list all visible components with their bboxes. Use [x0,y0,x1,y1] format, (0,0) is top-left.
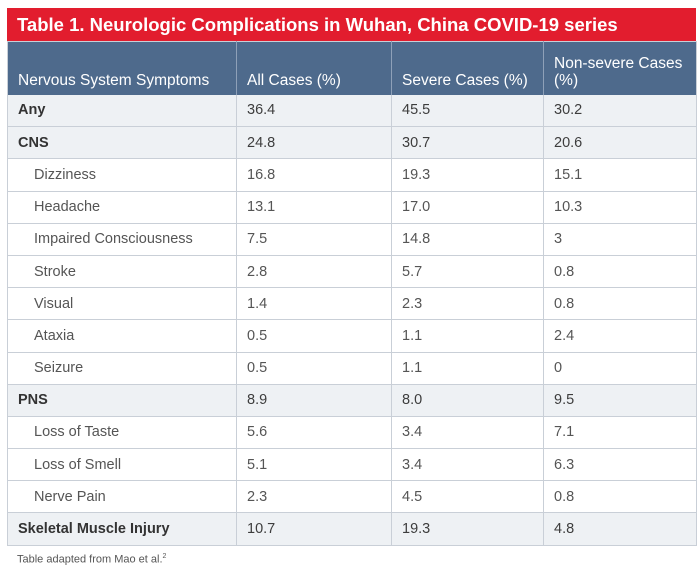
cell-nonsevere-cases: 30.2 [543,94,697,128]
cell-all-cases: 7.5 [236,223,392,256]
table-row: Ataxia 0.5 1.1 2.4 [7,319,697,353]
table-row-group: Any 36.4 45.5 30.2 [7,94,697,128]
cell-severe-cases: 14.8 [391,223,544,256]
cell-nonsevere-cases: 10.3 [543,191,697,224]
cell-nonsevere-cases: 15.1 [543,158,697,192]
cell-all-cases: 10.7 [236,512,392,546]
table-row: Nerve Pain 2.3 4.5 0.8 [7,480,697,514]
table-row-group: PNS 8.9 8.0 9.5 [7,384,697,417]
cell-severe-cases: 30.7 [391,126,544,160]
cell-severe-cases: 45.5 [391,94,544,128]
cell-nonsevere-cases: 9.5 [543,384,697,417]
cell-nonsevere-cases: 0.8 [543,287,697,321]
table-title: Table 1. Neurologic Complications in Wuh… [7,8,696,41]
cell-all-cases: 24.8 [236,126,392,160]
cell-severe-cases: 1.1 [391,352,544,385]
cell-nonsevere-cases: 0.8 [543,480,697,514]
cell-symptom: Loss of Smell [7,448,237,482]
header-nonsevere-cases: Non-severe Cases (%) [543,41,697,95]
header-row: Nervous System Symptoms All Cases (%) Se… [7,41,697,95]
cell-all-cases: 13.1 [236,191,392,224]
cell-all-cases: 5.6 [236,416,392,450]
table-row: Dizziness 16.8 19.3 15.1 [7,158,697,192]
header-severe-cases: Severe Cases (%) [391,41,544,95]
cell-severe-cases: 19.3 [391,512,544,546]
cell-symptom: Headache [7,191,237,224]
cell-all-cases: 1.4 [236,287,392,321]
cell-severe-cases: 5.7 [391,255,544,289]
cell-symptom: PNS [7,384,237,417]
cell-nonsevere-cases: 7.1 [543,416,697,450]
cell-all-cases: 8.9 [236,384,392,417]
cell-severe-cases: 2.3 [391,287,544,321]
table-row: Seizure 0.5 1.1 0 [7,352,697,385]
footnote: Table adapted from Mao et al.2 [17,553,166,566]
cell-all-cases: 2.8 [236,255,392,289]
cell-all-cases: 5.1 [236,448,392,482]
cell-all-cases: 0.5 [236,352,392,385]
cell-severe-cases: 3.4 [391,416,544,450]
cell-nonsevere-cases: 0.8 [543,255,697,289]
table-row-group: CNS 24.8 30.7 20.6 [7,126,697,160]
cell-symptom: Seizure [7,352,237,385]
table-row-group: Skeletal Muscle Injury 10.7 19.3 4.8 [7,512,697,546]
cell-severe-cases: 19.3 [391,158,544,192]
cell-nonsevere-cases: 0 [543,352,697,385]
cell-symptom: Impaired Consciousness [7,223,237,256]
cell-symptom: Stroke [7,255,237,289]
cell-severe-cases: 1.1 [391,319,544,353]
table-row: Loss of Smell 5.1 3.4 6.3 [7,448,697,482]
cell-nonsevere-cases: 3 [543,223,697,256]
table-row: Loss of Taste 5.6 3.4 7.1 [7,416,697,450]
table-row: Visual 1.4 2.3 0.8 [7,287,697,321]
table-header: Nervous System Symptoms All Cases (%) Se… [7,41,697,95]
cell-symptom: Ataxia [7,319,237,353]
cell-symptom: Dizziness [7,158,237,192]
table-row: Stroke 2.8 5.7 0.8 [7,255,697,289]
cell-symptom: Skeletal Muscle Injury [7,512,237,546]
complications-table: Nervous System Symptoms All Cases (%) Se… [7,41,697,546]
cell-symptom: Any [7,94,237,128]
cell-symptom: Loss of Taste [7,416,237,450]
table-body: Any 36.4 45.5 30.2 CNS 24.8 30.7 20.6 Dizziness 1… [7,94,697,546]
cell-nonsevere-cases: 6.3 [543,448,697,482]
cell-symptom: Nerve Pain [7,480,237,514]
cell-all-cases: 2.3 [236,480,392,514]
cell-severe-cases: 17.0 [391,191,544,224]
cell-all-cases: 36.4 [236,94,392,128]
header-all-cases: All Cases (%) [236,41,392,95]
cell-all-cases: 16.8 [236,158,392,192]
cell-symptom: Visual [7,287,237,321]
cell-nonsevere-cases: 4.8 [543,512,697,546]
cell-symptom: CNS [7,126,237,160]
footnote-text: Table adapted from Mao et al. [17,553,163,566]
cell-severe-cases: 3.4 [391,448,544,482]
cell-nonsevere-cases: 2.4 [543,319,697,353]
table-row: Headache 13.1 17.0 10.3 [7,191,697,224]
cell-all-cases: 0.5 [236,319,392,353]
cell-nonsevere-cases: 20.6 [543,126,697,160]
table-row: Impaired Consciousness 7.5 14.8 3 [7,223,697,256]
cell-severe-cases: 4.5 [391,480,544,514]
footnote-ref: 2 [162,553,167,560]
header-symptoms: Nervous System Symptoms [7,41,237,95]
cell-severe-cases: 8.0 [391,384,544,417]
